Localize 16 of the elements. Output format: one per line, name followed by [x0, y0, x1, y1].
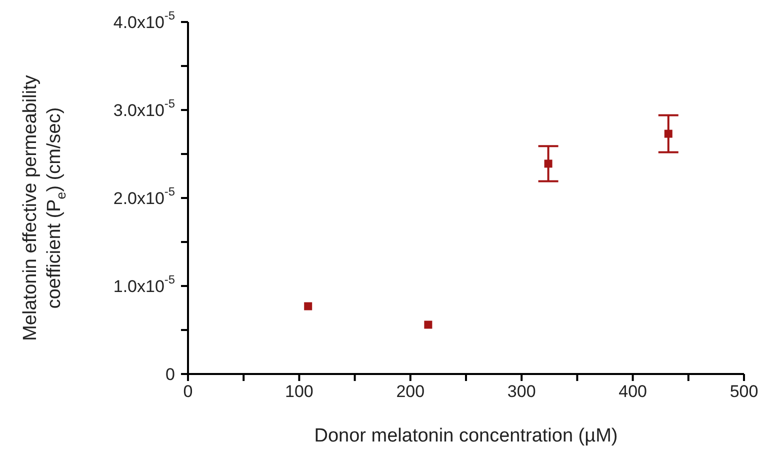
x-tick-label: 200 [396, 382, 425, 401]
point [664, 130, 672, 138]
x-tick-label: 100 [285, 382, 314, 401]
x-tick-label: 300 [507, 382, 536, 401]
point [424, 320, 432, 329]
y-tick-label: 2.0x10$^{-5}$ [113, 184, 176, 208]
x-tick-label: 400 [618, 382, 647, 401]
x-tick-label: 500 [730, 382, 758, 401]
point [544, 160, 552, 168]
y-tick-label: 3.0x10$^{-5}$ [113, 96, 176, 120]
x-tick-label: 0 [183, 382, 193, 401]
x-axis-title: Donor melatonin concentration (µM) [314, 425, 618, 446]
point [304, 302, 312, 310]
y-tick-label: 1.0x10$^{-5}$ [113, 272, 176, 296]
y-tick-label: 4.0x10$^{-5}$ [113, 8, 176, 32]
y-tick-label: 0 [166, 365, 175, 384]
